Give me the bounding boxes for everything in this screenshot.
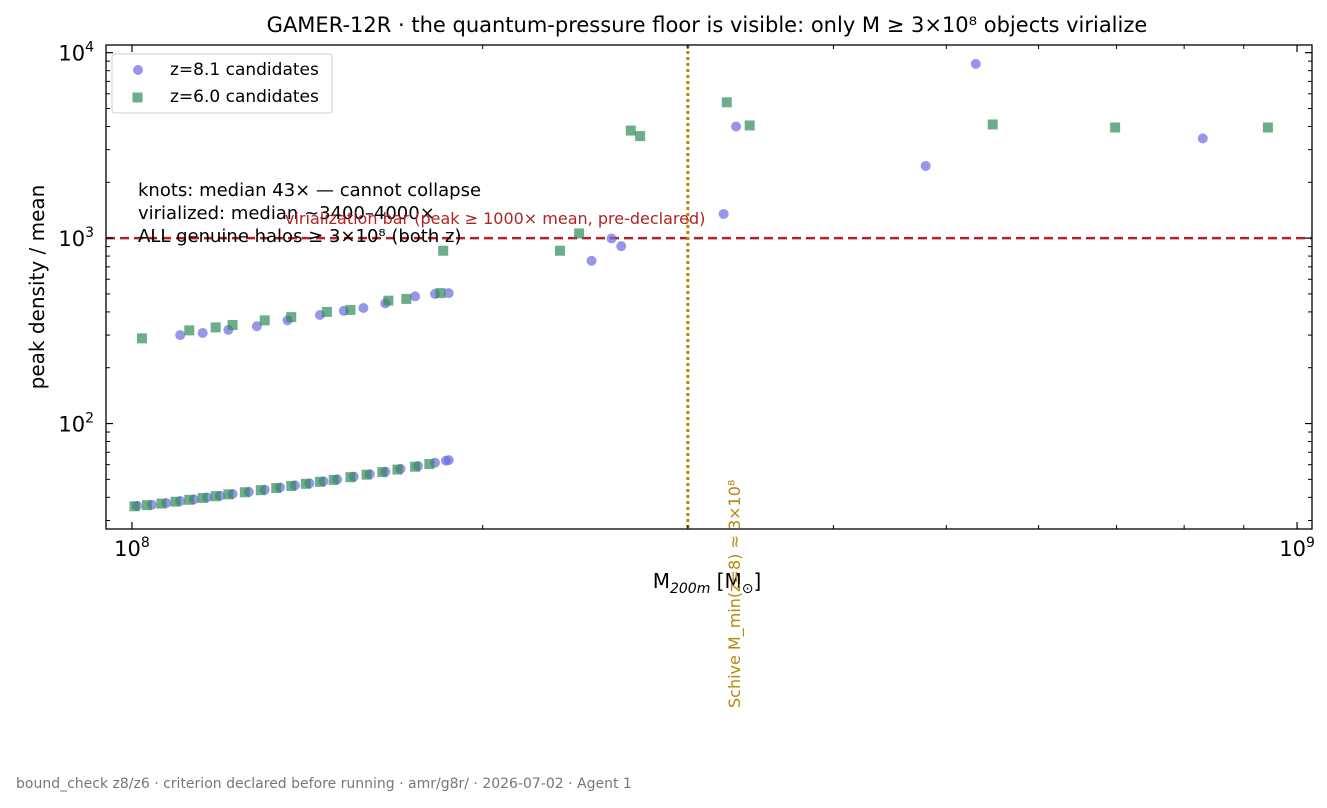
data-point-z81: [586, 255, 597, 266]
axis-ticks: 108 109 102 103 104: [58, 40, 1315, 561]
data-point-z81: [920, 160, 931, 171]
data-point-z60: [345, 304, 356, 315]
stats-line-1: knots: median 43× — cannot collapse: [138, 180, 481, 201]
data-point-z60: [1262, 122, 1273, 133]
data-point-z60: [136, 333, 147, 344]
data-point-z60: [328, 474, 339, 485]
virialization-bar-label: virialization bar (peak ≥ 1000× mean, pr…: [285, 209, 705, 228]
data-point-z60: [554, 245, 565, 256]
data-point-z60: [625, 125, 636, 136]
legend-marker-z81: [133, 65, 143, 75]
legend-box: [111, 53, 333, 114]
data-point-z60: [129, 501, 140, 512]
x-axis-label: M200m [M⊙]: [653, 569, 762, 597]
data-point-z60: [424, 459, 435, 470]
y-tick-label: 103: [58, 225, 94, 251]
data-point-z60: [210, 491, 221, 502]
data-point-z81: [718, 208, 729, 219]
data-point-z81: [197, 327, 208, 338]
stats-line-2: virialized: median ~3400–4000×: [138, 203, 435, 224]
x-axis-label-close: ]: [753, 569, 761, 593]
footer-caption: bound_check z8/z6 · criterion declared b…: [16, 776, 632, 792]
data-point-z60: [255, 485, 266, 496]
data-point-z60: [184, 494, 195, 505]
data-point-z60: [259, 315, 270, 326]
data-point-z60: [223, 489, 234, 500]
data-point-z81: [175, 330, 186, 341]
plot-frame: [105, 44, 1313, 530]
data-point-z60: [392, 464, 403, 475]
data-point-z60: [635, 131, 646, 142]
data-point-z60: [574, 228, 585, 239]
x-axis-label-unit: [M: [710, 569, 741, 593]
y-axis-label: peak density / mean: [25, 185, 49, 390]
data-point-z60: [300, 478, 311, 489]
x-axis-label-sun: ⊙: [742, 581, 754, 597]
data-point-z60: [314, 476, 325, 487]
chart-title: GAMER-12R · the quantum-pressure floor i…: [267, 13, 1148, 37]
stats-line-3: ALL genuine halos ≥ 3×10⁸ (both z): [138, 226, 461, 247]
y-tick-label: 104: [58, 40, 94, 66]
data-point-z60: [410, 461, 421, 472]
data-point-z81: [616, 241, 627, 252]
x-tick-label: 109: [1279, 535, 1315, 561]
data-point-z81: [443, 288, 454, 299]
data-point-z81: [731, 121, 742, 132]
schive-mass-label: Schive M_min(z=8) ≈ 3×10⁸: [725, 480, 745, 708]
data-point-z81: [1197, 133, 1208, 144]
data-point-z60: [401, 293, 412, 304]
data-point-z60: [377, 467, 388, 478]
legend: z=8.1 candidates z=6.0 candidates: [111, 53, 333, 114]
x-axis-label-subscript: 200m: [670, 581, 710, 597]
data-point-z81: [443, 455, 454, 466]
data-point-z81: [410, 291, 421, 302]
data-point-z81: [251, 321, 262, 332]
data-point-z60: [239, 487, 250, 498]
data-point-z60: [210, 322, 221, 333]
data-point-z60: [197, 492, 208, 503]
data-point-z60: [1110, 122, 1121, 133]
data-point-z81: [358, 302, 369, 313]
data-point-z60: [987, 119, 998, 130]
data-point-z60: [435, 288, 446, 299]
data-point-z81: [970, 58, 981, 69]
data-point-z60: [141, 500, 152, 511]
data-point-z60: [321, 306, 332, 317]
data-point-z60: [170, 496, 181, 507]
plot-area: [106, 45, 1312, 529]
data-point-z60: [271, 483, 282, 494]
series-z60: [129, 97, 1273, 512]
data-point-z60: [227, 319, 238, 330]
data-point-z60: [286, 312, 297, 323]
data-point-z81: [606, 233, 617, 244]
y-tick-label: 102: [58, 411, 94, 437]
x-axis-label-main: M: [653, 569, 670, 593]
data-point-z60: [156, 498, 167, 509]
x-tick-label: 108: [114, 535, 150, 561]
data-point-z60: [438, 245, 449, 256]
series-z81: [131, 58, 1208, 511]
legend-label-z60: z=6.0 candidates: [170, 87, 319, 107]
data-point-z60: [286, 480, 297, 491]
data-point-z60: [345, 472, 356, 483]
legend-label-z81: z=8.1 candidates: [170, 60, 319, 80]
data-point-z60: [383, 295, 394, 306]
data-point-z60: [184, 325, 195, 336]
annotations: knots: median 43× — cannot collapse viri…: [138, 180, 745, 708]
data-point-z60: [361, 469, 372, 480]
legend-marker-z60: [132, 92, 143, 103]
data-point-z60: [721, 97, 732, 108]
data-point-z60: [744, 120, 755, 131]
